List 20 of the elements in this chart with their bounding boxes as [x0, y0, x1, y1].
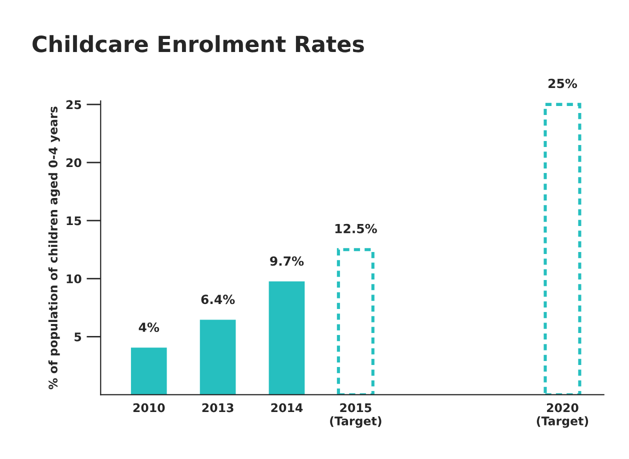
y-tick-label: 25 [66, 100, 82, 110]
y-tick-label: 15 [66, 216, 82, 226]
x-tick-label: 2020 (Target) [536, 403, 588, 428]
data-label: 6.4% [201, 294, 235, 304]
bar [268, 281, 305, 395]
data-label: 4% [138, 322, 160, 332]
x-tick-label: 2010 [133, 403, 165, 412]
y-tick-label: 20 [66, 158, 82, 168]
x-tick-label: 2015 (Target) [330, 403, 382, 428]
x-tick-label: 2014 [271, 403, 303, 412]
y-axis-title: % of population of children aged 0-4 years [48, 106, 60, 390]
y-tick-label: 5 [74, 332, 82, 342]
y-tick-label: 10 [66, 274, 82, 284]
chart-title: Childcare Enrolment Rates [32, 35, 364, 52]
bar [130, 348, 167, 395]
bar [200, 320, 236, 395]
data-label: 9.7% [270, 256, 304, 266]
x-tick-label: 2013 [202, 403, 234, 412]
data-label: 25% [548, 78, 578, 88]
data-label: 12.5% [335, 224, 377, 234]
